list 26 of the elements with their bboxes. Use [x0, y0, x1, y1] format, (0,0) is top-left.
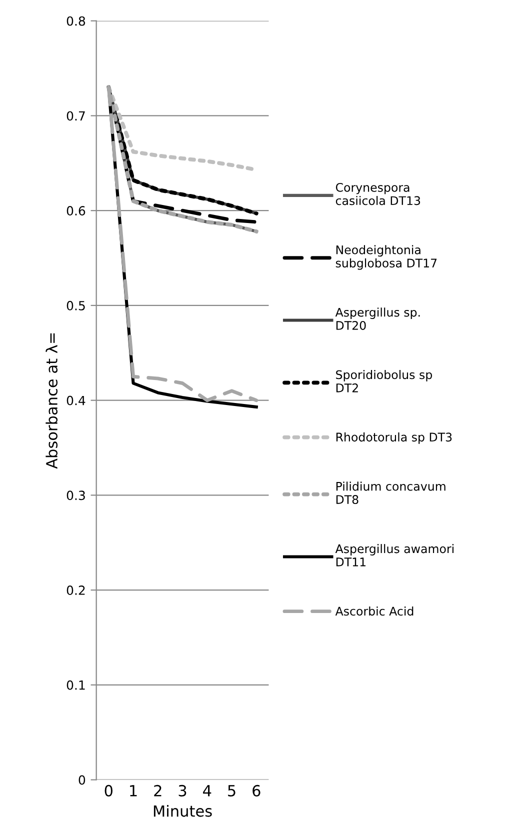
x-tick-label: 1	[130, 785, 137, 796]
y-tick-label: 0.3	[66, 490, 85, 500]
legend-label: Rhodotorula sp DT3	[336, 432, 452, 444]
x-axis-title: Minutes	[154, 804, 212, 817]
legend-label: Ascorbic Acid	[335, 606, 414, 616]
y-tick-label: 0.2	[66, 586, 85, 595]
y-tick-label: 0.6	[66, 206, 86, 216]
y-tick-label: 0.5	[66, 300, 85, 310]
legend-label: Corynespora casiicola DT13	[336, 182, 420, 206]
legend-label: Neodeightonia subglobosa DT17	[336, 245, 437, 270]
x-tick-label: 6	[252, 784, 260, 796]
x-tick-label: 3	[178, 784, 186, 796]
y-tick-label: 0.4	[66, 396, 86, 406]
legend-label: Aspergillus awamori DT11	[335, 544, 454, 566]
y-tick-label: 0.7	[66, 111, 85, 121]
legend-label: Pilidium concavum DT8	[336, 482, 446, 504]
x-tick-label: 5	[228, 785, 236, 796]
y-tick-label: 0.8	[66, 16, 86, 26]
y-tick-label: 0	[78, 775, 86, 785]
x-tick-label: 4	[203, 785, 212, 796]
x-tick-label: 2	[154, 784, 162, 796]
y-tick-label: 0.1	[66, 680, 85, 690]
legend-label: Aspergillus sp. DT20	[335, 308, 420, 330]
legend-label: Sporidiobolus sp DT2	[336, 370, 432, 392]
x-tick-label: 0	[104, 784, 112, 796]
y-axis-title: Absorbance at λ=	[46, 333, 58, 469]
